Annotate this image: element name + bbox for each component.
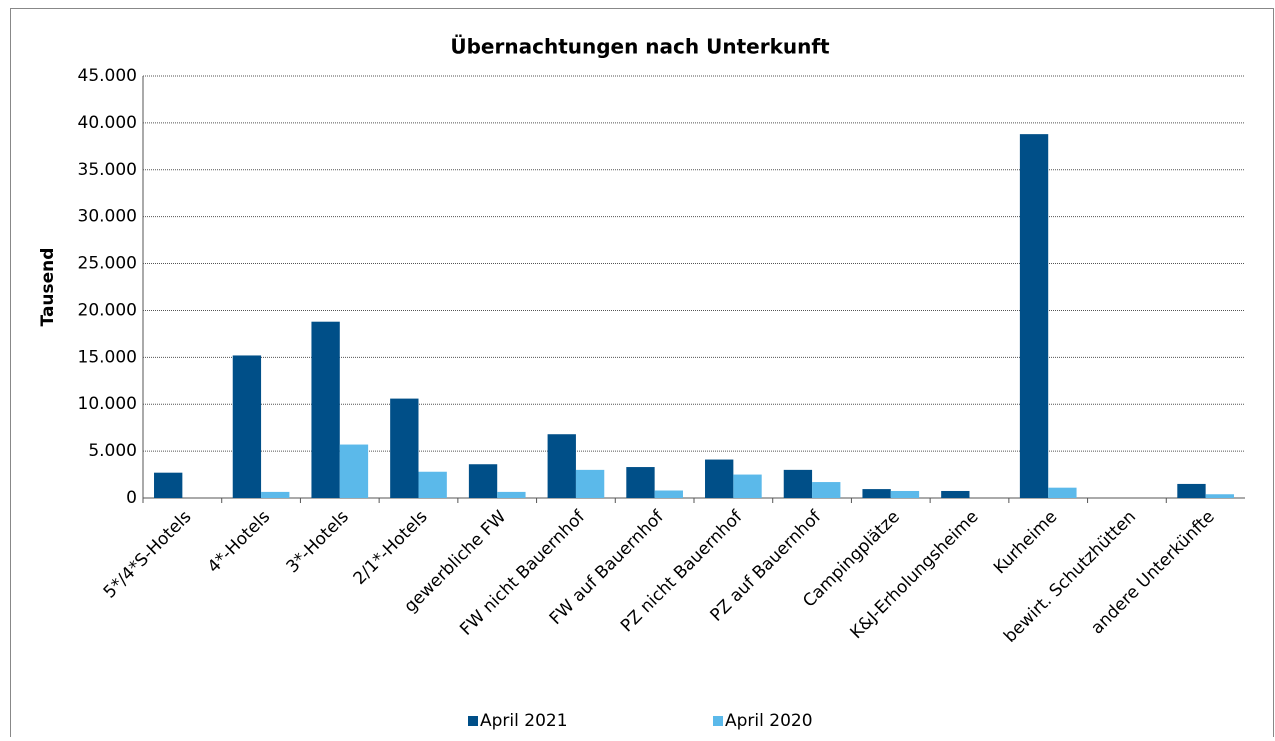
y-tick-label: 15.000 bbox=[78, 347, 137, 367]
bar bbox=[232, 355, 262, 498]
bar bbox=[1205, 494, 1234, 498]
chart-frame bbox=[10, 8, 1274, 741]
bar bbox=[154, 472, 183, 498]
bar bbox=[890, 490, 920, 498]
bar bbox=[547, 434, 576, 498]
bar bbox=[812, 482, 841, 498]
y-tick-label: 45.000 bbox=[78, 66, 137, 86]
bar bbox=[705, 459, 734, 498]
bar bbox=[783, 469, 813, 498]
x-tick-label: 3*-Hotels bbox=[283, 507, 353, 577]
bar bbox=[1019, 134, 1049, 499]
bar bbox=[654, 490, 683, 498]
y-tick-label: 0 bbox=[126, 488, 137, 508]
bar bbox=[733, 474, 762, 498]
bar bbox=[1177, 483, 1206, 498]
chart-title: Übernachtungen nach Unterkunft bbox=[450, 35, 830, 59]
y-axis-label: Tausend bbox=[38, 248, 58, 327]
bar bbox=[497, 491, 526, 498]
legend-label: April 2020 bbox=[725, 711, 813, 731]
bar bbox=[626, 467, 655, 498]
bar bbox=[418, 471, 447, 498]
y-tick-label: 5.000 bbox=[88, 441, 137, 461]
bar bbox=[311, 321, 340, 498]
x-tick-label: 5*/4*S-Hotels bbox=[100, 507, 196, 603]
x-tick-label: K&J-Erholungsheime bbox=[846, 507, 982, 643]
y-tick-label: 20.000 bbox=[78, 300, 137, 320]
x-tick-label: 4*-Hotels bbox=[204, 507, 274, 577]
y-tick-label: 10.000 bbox=[78, 394, 137, 414]
y-tick-label: 40.000 bbox=[78, 113, 137, 133]
bar bbox=[941, 490, 970, 498]
y-tick-label: 35.000 bbox=[78, 160, 137, 180]
bar bbox=[261, 491, 290, 498]
bar bbox=[1048, 487, 1077, 498]
legend-swatch bbox=[468, 716, 478, 726]
y-tick-label: 30.000 bbox=[78, 207, 137, 227]
x-tick-label: bewirt. Schutzhütten bbox=[1000, 507, 1140, 647]
legend-label: April 2021 bbox=[480, 711, 568, 731]
x-tick-label: Kurheime bbox=[990, 507, 1061, 578]
bar bbox=[575, 469, 605, 498]
bar bbox=[339, 444, 369, 498]
bar bbox=[390, 398, 419, 498]
bar bbox=[468, 464, 498, 498]
x-tick-label: 2/1*-Hotels bbox=[350, 507, 432, 589]
legend-swatch bbox=[713, 716, 723, 726]
y-tick-label: 25.000 bbox=[78, 254, 137, 274]
bar bbox=[862, 489, 891, 498]
